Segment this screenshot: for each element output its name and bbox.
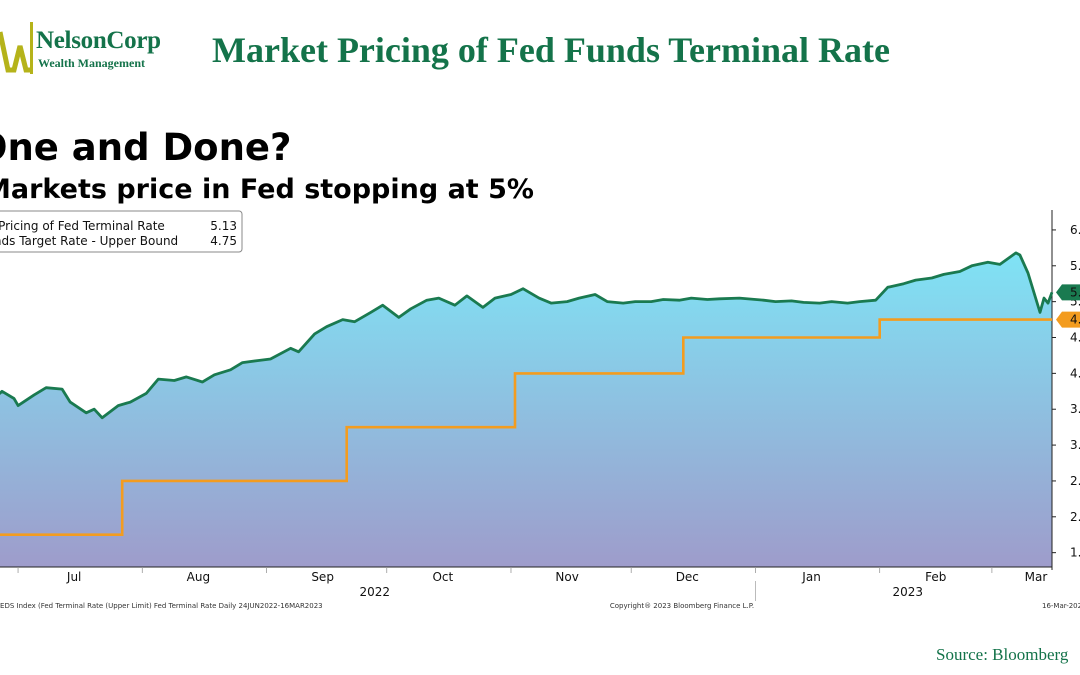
y-tick-label: 1.5 (1070, 546, 1080, 560)
x-tick-label: Aug (187, 570, 210, 584)
fed-target-rate-line (0, 318, 1052, 536)
chart: One and Done? Markets price in Fed stopp… (0, 126, 1080, 610)
y-tick-label: 5.0 (1070, 295, 1080, 309)
x-tick-label: Jan (801, 570, 821, 584)
x-tick-label: Dec (676, 570, 699, 584)
chart-title: One and Done? (0, 126, 291, 169)
x-tick-label: Mar (1025, 570, 1048, 584)
legend-target-name: Federal Funds Target Rate - Upper Bound (0, 234, 178, 248)
y-tick-label: 3.5 (1070, 402, 1080, 416)
year-label-2022: 2022 (359, 585, 390, 599)
y-tick-label: 5.5 (1070, 259, 1080, 273)
year-label-2023: 2023 (892, 585, 923, 599)
y-tick-label: 2.0 (1070, 510, 1080, 524)
nelsoncorp-logo: NelsonCorp Wealth Management (0, 22, 175, 74)
footer-center: Copyright® 2023 Bloomberg Finance L.P. (610, 602, 754, 610)
legend-target-value: 4.75 (210, 234, 237, 248)
terminal-rate-area (0, 252, 1052, 567)
y-tick-label: 6.0 (1070, 223, 1080, 237)
y-tick-label: 2.5 (1070, 474, 1080, 488)
chart-legend: Market Pricing of Fed Terminal Rate 5.13… (0, 210, 243, 253)
y-tick-label: 4.5 (1070, 331, 1080, 345)
x-tick-label: Feb (925, 570, 946, 584)
terminal-rate-line (0, 251, 1054, 420)
legend-box (0, 210, 243, 253)
logo-name: NelsonCorp (36, 27, 161, 54)
footer-right: 16-Mar-2023 (1042, 602, 1080, 610)
source-note: Source: Bloomberg (936, 645, 1069, 664)
terminal-rate-last-marker-label: 5.13 (1070, 285, 1080, 299)
x-tick-label: Sep (311, 570, 334, 584)
footer-left: FEDS Index (Fed Terminal Rate (Upper Lim… (0, 602, 323, 610)
terminal-rate-last-marker (1056, 284, 1080, 301)
y-tick-label: 4.0 (1070, 366, 1080, 380)
page-title: Market Pricing of Fed Funds Terminal Rat… (212, 30, 890, 70)
x-tick-label: Oct (432, 570, 453, 584)
target-rate-last-marker-label: 4.75 (1070, 313, 1080, 327)
y-tick-label: 3.0 (1070, 438, 1080, 452)
legend-terminal-name: Market Pricing of Fed Terminal Rate (0, 219, 165, 233)
chart-subtitle: Markets price in Fed stopping at 5% (0, 174, 534, 205)
logo-mark-icon (0, 22, 33, 74)
logo-subtitle: Wealth Management (38, 56, 145, 70)
legend-terminal-value: 5.13 (210, 219, 237, 233)
x-tick-label: Nov (555, 570, 578, 584)
target-rate-last-marker (1056, 311, 1080, 328)
x-tick-label: Jul (66, 570, 81, 584)
